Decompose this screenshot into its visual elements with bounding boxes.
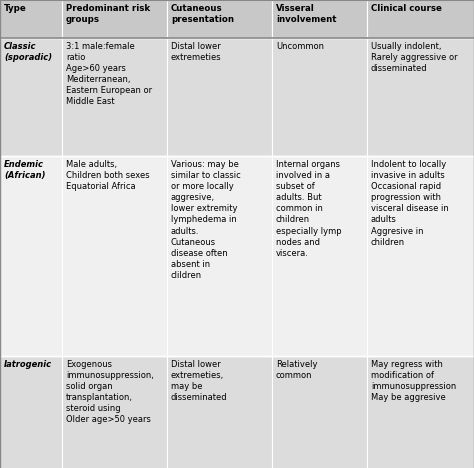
Text: Iatrogenic: Iatrogenic: [4, 360, 52, 369]
Text: Endemic
(African): Endemic (African): [4, 160, 46, 180]
Text: Internal organs
involved in a
subset of
adults. But
common in
children
especiall: Internal organs involved in a subset of …: [276, 160, 342, 258]
Bar: [167, 156, 272, 356]
Bar: [167, 0, 272, 38]
Bar: [167, 356, 272, 468]
Text: Distal lower
extremeties,
may be
disseminated: Distal lower extremeties, may be dissemi…: [171, 360, 228, 402]
Bar: [367, 356, 474, 468]
Bar: [272, 0, 367, 38]
Text: Indolent to locally
invasive in adults
Occasional rapid
progression with
viscera: Indolent to locally invasive in adults O…: [371, 160, 449, 247]
Bar: [272, 356, 367, 468]
Text: Classic
(sporadic): Classic (sporadic): [4, 42, 52, 62]
Text: Visseral
involvement: Visseral involvement: [276, 4, 337, 24]
Text: May regress with
modification of
immunosuppression
May be aggresive: May regress with modification of immunos…: [371, 360, 456, 402]
Bar: [0, 356, 62, 468]
Text: Relatively
common: Relatively common: [276, 360, 318, 380]
Text: 3:1 male:female
ratio
Age>60 years
Mediterranean,
Eastern European or
Middle Eas: 3:1 male:female ratio Age>60 years Medit…: [66, 42, 152, 107]
Bar: [62, 0, 167, 38]
Bar: [167, 38, 272, 156]
Text: Cutaneous
presentation: Cutaneous presentation: [171, 4, 234, 24]
Text: Distal lower
extremeties: Distal lower extremeties: [171, 42, 222, 62]
Text: Usually indolent,
Rarely aggressive or
disseminated: Usually indolent, Rarely aggressive or d…: [371, 42, 457, 73]
Bar: [367, 38, 474, 156]
Bar: [62, 356, 167, 468]
Bar: [62, 38, 167, 156]
Bar: [272, 38, 367, 156]
Text: Male adults,
Children both sexes
Equatorial Africa: Male adults, Children both sexes Equator…: [66, 160, 150, 191]
Text: Various: may be
similar to classic
or more locally
aggresive,
lower extremity
ly: Various: may be similar to classic or mo…: [171, 160, 241, 280]
Text: Exogenous
immunosuppression,
solid organ
transplantation,
steroid using
Older ag: Exogenous immunosuppression, solid organ…: [66, 360, 154, 424]
Bar: [0, 0, 62, 38]
Text: Uncommon: Uncommon: [276, 42, 324, 51]
Bar: [367, 156, 474, 356]
Text: Predominant risk
groups: Predominant risk groups: [66, 4, 150, 24]
Bar: [367, 0, 474, 38]
Text: Clinical course: Clinical course: [371, 4, 442, 13]
Bar: [272, 156, 367, 356]
Text: Type: Type: [4, 4, 27, 13]
Bar: [62, 156, 167, 356]
Bar: [0, 156, 62, 356]
Bar: [0, 38, 62, 156]
